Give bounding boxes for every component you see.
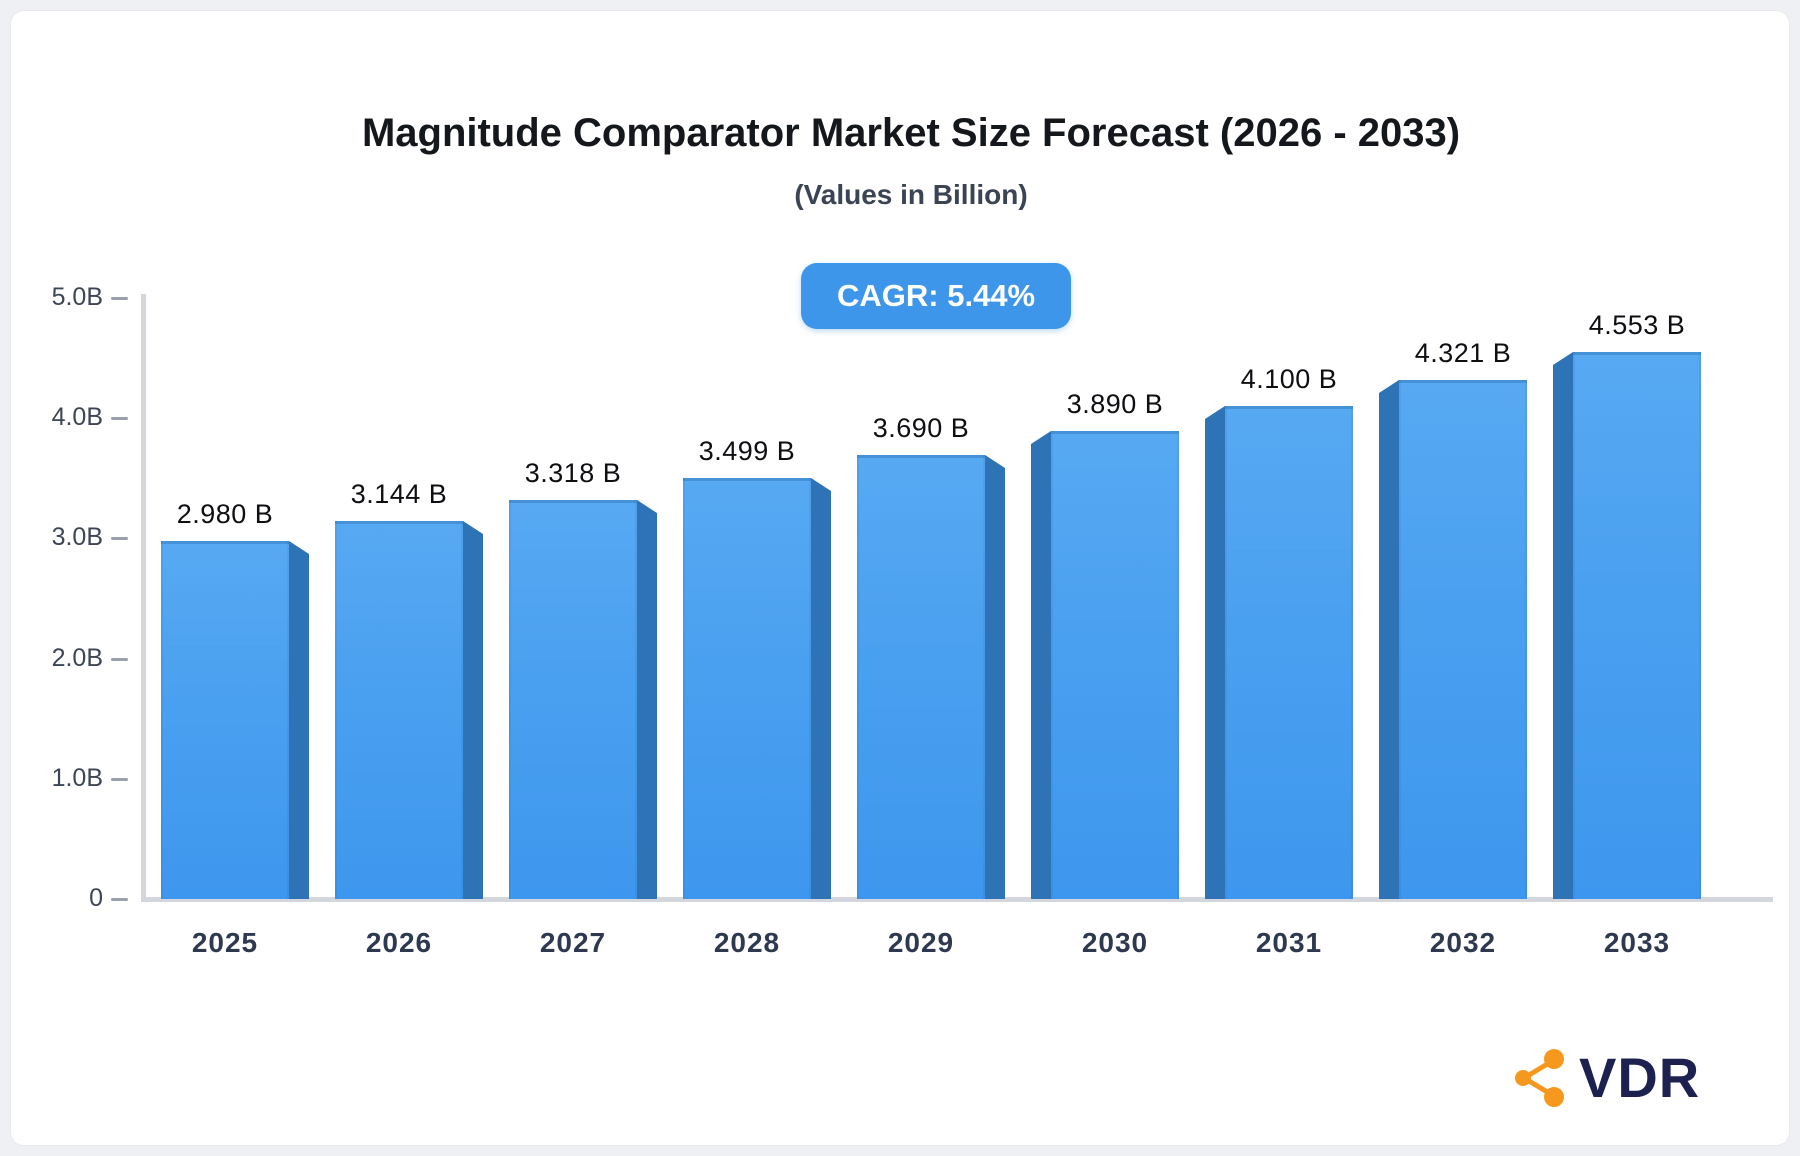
bar-value-label: 3.690 B [872,413,970,443]
chart-subtitle: (Values in Billion) [794,179,1028,210]
bar-face [857,455,985,899]
cagr-badge: CAGR: 5.44% [801,263,1072,329]
bar-side-face [463,521,483,899]
x-axis-label-2033: 2033 [1603,927,1671,958]
y-tick-label: 5.0B [51,283,103,311]
bar-side-face [1553,352,1573,899]
bar-face [1051,431,1179,899]
bar-2026 [335,521,483,899]
bar-side-face [637,500,657,899]
bar-value-label: 4.553 B [1588,310,1686,340]
brand-logo: VDR [1513,1045,1700,1110]
y-tick-dash [111,417,128,421]
bar-2032 [1379,380,1527,899]
bar-2029 [857,455,1005,899]
x-axis-label-2026: 2026 [365,927,433,958]
y-axis-line [141,294,146,900]
bar-2033 [1553,352,1701,899]
bar-face [1573,352,1701,899]
y-tick-label: 0 [89,884,103,912]
y-tick-dash [111,297,128,300]
x-axis-label-2025: 2025 [191,927,259,958]
x-axis-label-2031: 2031 [1255,927,1323,958]
bar-face [1399,380,1527,899]
bar-side-face [1205,406,1225,899]
bar-side-face [985,455,1005,899]
y-tick-label: 4.0B [51,403,103,432]
bar-value-label: 4.100 B [1240,364,1338,394]
bar-side-face [811,478,831,899]
bar-face [509,500,637,899]
bar-face [1225,406,1353,899]
y-tick-label: 1.0B [51,763,103,792]
bar-value-label: 3.890 B [1066,389,1164,419]
bar-value-label: 3.144 B [350,479,448,509]
brand-logo-text: VDR [1579,1046,1701,1109]
chart-title: Magnitude Comparator Market Size Forecas… [361,111,1461,155]
chart-card: Magnitude Comparator Market Size Forecas… [10,10,1790,1146]
y-tick-label: 3.0B [51,523,103,552]
bar-side-face [1379,380,1399,899]
bar-2027 [509,500,657,899]
bar-value-label: 2.980 B [176,499,274,529]
bar-face [335,521,463,899]
bar-2028 [683,478,831,899]
bar-face [683,478,811,899]
bar-2030 [1031,431,1179,899]
y-tick-label: 2.0B [51,643,103,672]
bar-2031 [1205,406,1353,899]
x-axis-label-2027: 2027 [539,927,607,958]
bar-value-label: 4.321 B [1414,338,1512,368]
bar-face [161,541,289,899]
x-axis-label-2028: 2028 [713,927,781,958]
share-network-icon [1515,1048,1564,1107]
x-axis-label-2030: 2030 [1081,927,1149,958]
x-axis-line [141,897,1773,902]
y-tick-dash [111,777,128,781]
y-tick-dash [111,657,128,661]
bar-side-face [289,541,309,899]
bar-2025 [161,541,309,899]
bar-side-face [1031,431,1051,899]
x-axis-label-2029: 2029 [887,927,955,958]
bar-value-label: 3.499 B [698,436,796,466]
bar-value-label: 3.318 B [524,458,622,488]
y-tick-dash [111,898,128,901]
y-tick-dash [111,537,128,541]
x-axis-label-2032: 2032 [1429,927,1497,958]
